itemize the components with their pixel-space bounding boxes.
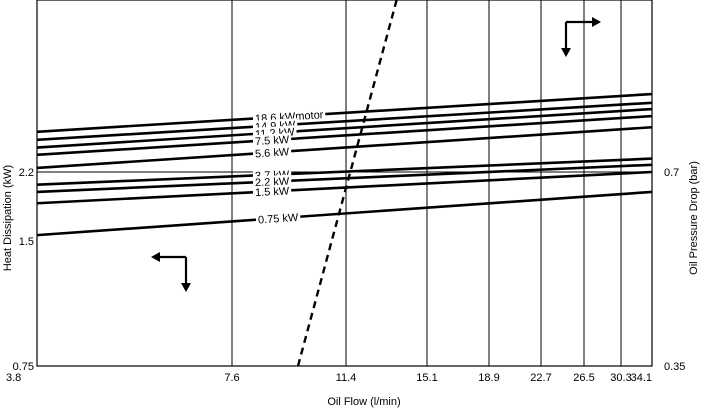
x-tick-label: 11.4 bbox=[336, 372, 357, 384]
series-line bbox=[36, 190, 653, 237]
x-axis-title: Oil Flow (l/min) bbox=[327, 396, 400, 408]
right-axis-arrow-icon bbox=[561, 17, 601, 57]
series-label: 7.5 kW bbox=[255, 134, 291, 148]
series-line bbox=[36, 163, 653, 194]
series-label-bg bbox=[252, 132, 292, 148]
series-line bbox=[36, 114, 653, 157]
x-tick-label: 18.9 bbox=[478, 372, 499, 384]
x-tick-label: 30.3 bbox=[610, 372, 631, 384]
x-tick-label: 3.8 bbox=[6, 372, 21, 384]
y-axis-title: Heat Dissipation (kW) bbox=[2, 165, 14, 271]
plot-frame bbox=[36, 0, 653, 367]
series-label: 1.5 kW bbox=[255, 185, 290, 199]
series-label-bg bbox=[252, 145, 292, 160]
x-tick-label: 34.1 bbox=[631, 372, 652, 384]
series-line bbox=[36, 92, 653, 134]
y2-tick-label: 0.7 bbox=[664, 167, 679, 179]
y-tick-label: 1.5 bbox=[19, 236, 34, 248]
left-axis-arrow-icon bbox=[151, 252, 191, 292]
series-label-bg bbox=[252, 184, 292, 199]
y2-axis-title: Oil Pressure Drop (bar) bbox=[688, 161, 700, 275]
y-tick-label: 2.2 bbox=[19, 167, 34, 179]
series-line bbox=[36, 170, 653, 205]
series-line bbox=[36, 157, 653, 187]
series-label-bg bbox=[255, 210, 301, 226]
x-tick-label: 7.6 bbox=[224, 372, 239, 384]
x-tick-label: 22.7 bbox=[530, 372, 551, 384]
y-tick-label: 0.75 bbox=[13, 361, 34, 373]
series-label: 5.6 kW bbox=[255, 146, 291, 160]
x-tick-label: 15.1 bbox=[416, 372, 437, 384]
series-line bbox=[36, 107, 653, 149]
series-label: 0.75 kW bbox=[258, 212, 300, 227]
y2-tick-label: 0.35 bbox=[664, 361, 685, 373]
x-tick-label: 26.5 bbox=[573, 372, 594, 384]
series-line bbox=[36, 125, 653, 170]
series-line bbox=[36, 101, 653, 142]
